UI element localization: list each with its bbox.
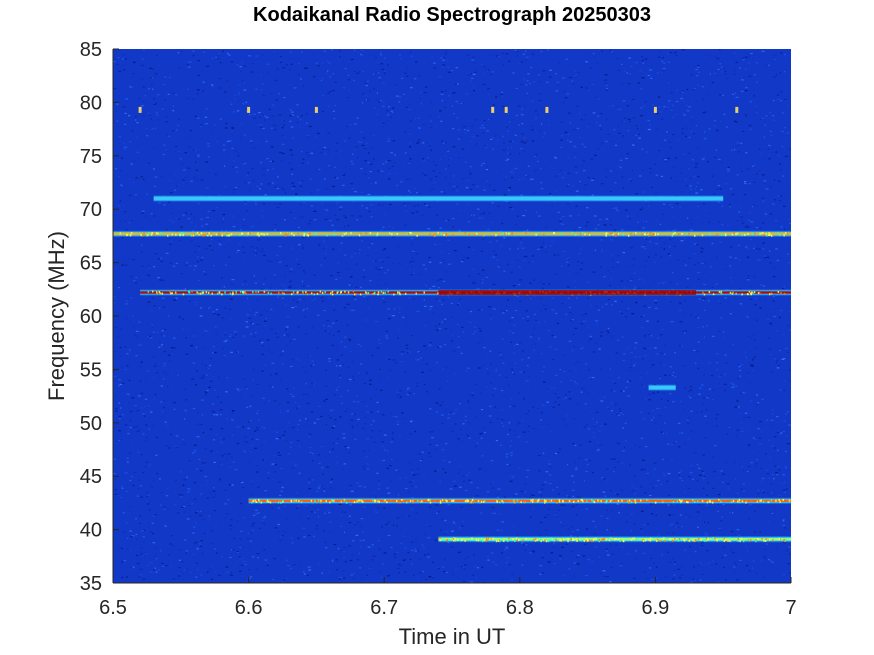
emission-band [648,384,676,391]
y-tick-label: 55 [80,359,102,381]
emission-band [113,230,791,237]
axes: 6.5 6.6 6.7 6.8 6.9 7 35 40 45 50 55 60 65 70 75 80 85 [80,39,797,619]
y-tick-label: 75 [80,146,102,168]
y-tick-label: 85 [80,39,102,61]
y-tick-label: 70 [80,199,102,221]
y-tick-label: 45 [80,466,102,488]
burst-point [314,106,318,113]
chart-title: Kodaikanal Radio Spectrograph 20250303 [253,4,651,26]
burst-point [653,106,657,113]
y-tick-label: 80 [80,92,102,114]
burst-point [545,106,549,113]
x-tick-label: 6.9 [641,597,669,619]
burst-point [247,106,251,113]
burst-point [504,106,508,113]
x-tick-label: 6.5 [99,597,127,619]
y-axis-label: Frequency (MHz) [44,231,69,401]
y-tick-label: 65 [80,253,102,275]
emission-band [438,536,791,543]
x-tick-label: 6.6 [235,597,263,619]
y-tick-label: 50 [80,413,102,435]
y-tick-label: 40 [80,520,102,542]
burst-point [138,106,142,113]
x-axis-label: Time in UT [399,624,506,649]
burst-point [735,106,739,113]
x-tick-label: 6.8 [506,597,534,619]
burst-point [491,106,495,113]
y-tick-label: 60 [80,306,102,328]
y-tick-label: 35 [80,573,102,595]
plot-area [113,49,791,583]
emission-band [140,289,791,296]
x-tick-label: 6.7 [370,597,398,619]
emission-band [153,195,724,202]
emission-band [248,497,791,504]
x-tick-label: 7 [785,597,796,619]
spectrogram-background [113,49,791,583]
